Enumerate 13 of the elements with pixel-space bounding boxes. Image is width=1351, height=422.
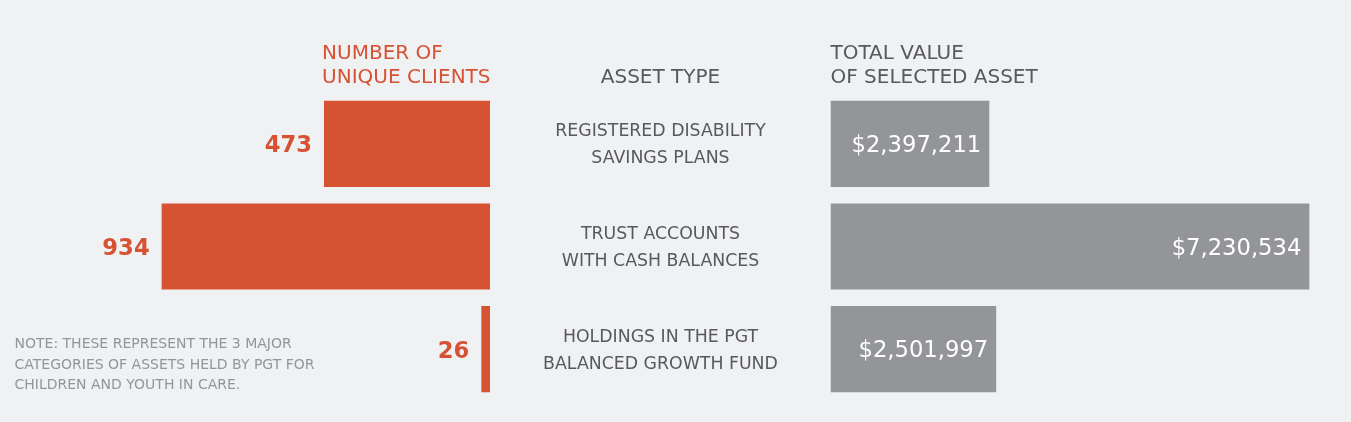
y-axis-title: ASSET TYPE (600, 63, 721, 88)
data-label: 934 (102, 234, 150, 260)
y-tick-label: TRUST ACCOUNTS WITH CASH BALANCES (561, 223, 760, 270)
chart-title: NUMBER OF UNIQUE CLIENTS (322, 39, 491, 88)
y-tick-label: REGISTERED DISABILITY SAVINGS PLANS (555, 120, 767, 168)
chart-title: TOTAL VALUE OF SELECTED ASSET (829, 39, 1039, 88)
y-tick-label: HOLDINGS IN THE PGT BALANCED GROWTH FUND (543, 325, 778, 373)
annotation: NOTE: THESE REPRESENT THE 3 MAJOR CATEGORIES OF ASSETS HELD BY PGT FOR CHILDREN AND YOUTH IN CARE. (14, 334, 315, 393)
data-label: $2,501,997 (858, 336, 989, 363)
data-label: $2,397,211 (851, 130, 982, 157)
data-label: 26 (437, 336, 470, 363)
data-label: $7,230,534 (1171, 233, 1302, 260)
data-label: 473 (264, 131, 312, 158)
